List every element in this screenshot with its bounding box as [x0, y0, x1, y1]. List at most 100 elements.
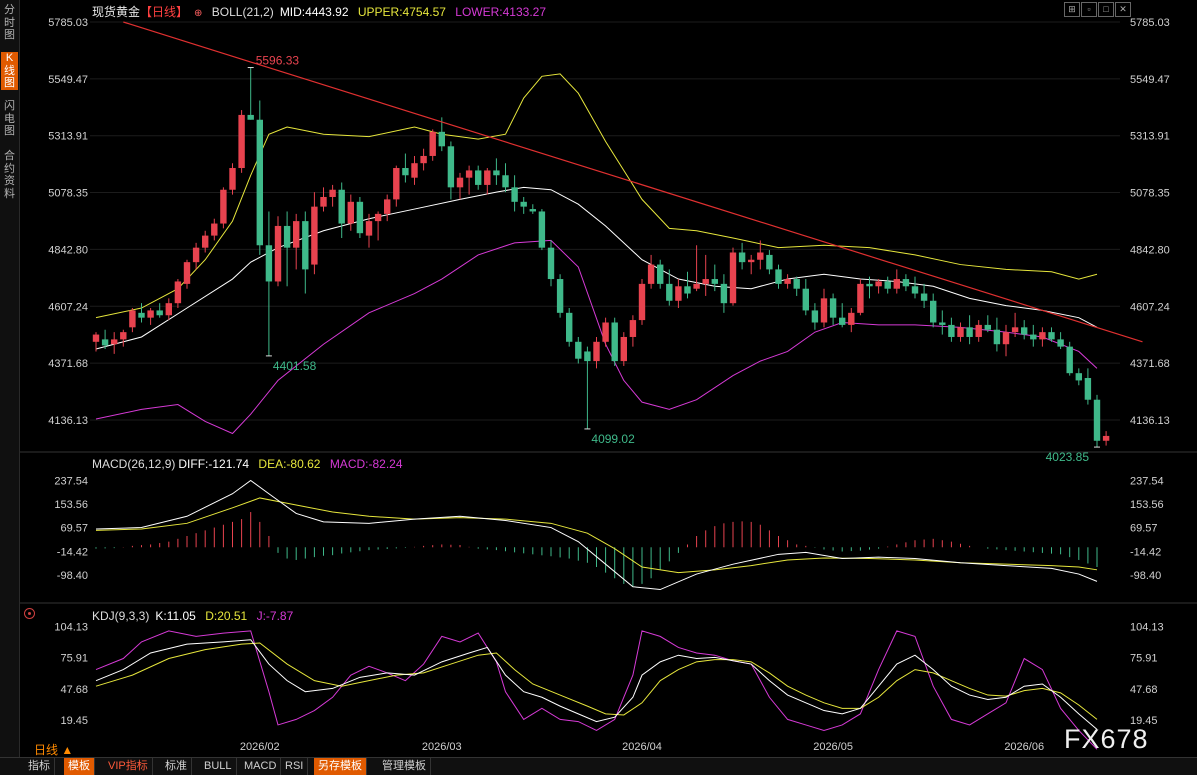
- price-y-tick-label-right: 5078.35: [1130, 188, 1170, 200]
- macd-y-tick-label-right: 237.54: [1130, 475, 1164, 487]
- macd-dea: DEA:-80.62: [258, 457, 321, 471]
- candle-body: [930, 300, 937, 323]
- sidebar-item-flash-chart[interactable]: 闪电图: [4, 100, 15, 137]
- toolbar-indicator[interactable]: 指标: [24, 758, 55, 775]
- candle-body: [1102, 435, 1110, 441]
- boll-label[interactable]: BOLL(21,2): [211, 5, 274, 19]
- price-y-tick-label-right: 5313.91: [1130, 131, 1170, 143]
- candle-body: [374, 213, 382, 222]
- candle-body: [966, 327, 973, 337]
- sidebar-item-contract-info[interactable]: 合约资料: [4, 150, 15, 200]
- toolbar-macd[interactable]: MACD: [240, 758, 282, 775]
- kdj-y-tick-label-right: 19.45: [1130, 715, 1158, 727]
- target-icon[interactable]: [24, 608, 35, 619]
- candle-body: [1011, 327, 1019, 333]
- candle-body: [811, 310, 819, 323]
- x-tick-label: 2026/03: [422, 741, 462, 753]
- candle-body: [493, 170, 500, 176]
- x-tick-label: 2026/05: [813, 741, 853, 753]
- candle-body: [920, 293, 928, 301]
- kdj-label[interactable]: KDJ(9,3,3): [92, 609, 150, 623]
- candle-body: [520, 201, 527, 207]
- candle-body: [948, 324, 955, 337]
- candle-body: [229, 168, 236, 190]
- kdj-j-line: [95, 630, 1098, 750]
- candle-body: [711, 279, 718, 284]
- chart-canvas[interactable]: 5785.03 5785.03 5549.47 5549.47 5313.91 5313.…: [0, 0, 1197, 757]
- kdj-k: K:11.05: [155, 609, 196, 623]
- candle-body: [484, 170, 491, 185]
- candle-body: [1048, 332, 1055, 340]
- toolbar-bull[interactable]: BULL: [200, 758, 237, 775]
- sidebar-item-time-chart[interactable]: 分时图: [4, 4, 15, 41]
- candle-body: [529, 209, 536, 212]
- price-y-tick-label: 4371.68: [48, 358, 88, 370]
- kdj-y-tick-label: 19.45: [60, 715, 88, 727]
- kdj-d: D:20.51: [205, 609, 248, 623]
- toolbar-standard[interactable]: 标准: [161, 758, 192, 775]
- candle-body: [884, 281, 891, 289]
- candle-body: [92, 334, 100, 342]
- candle-body: [438, 131, 445, 147]
- price-y-tick-label: 4136.13: [48, 415, 88, 427]
- candle-body: [975, 324, 982, 337]
- candle-body: [138, 312, 145, 318]
- toolbar-vip-indicator[interactable]: VIP指标: [104, 758, 153, 775]
- candle-body: [684, 286, 691, 294]
- candle-body: [629, 320, 637, 337]
- toolbar-manage-template[interactable]: 管理模板: [378, 758, 431, 775]
- close-icon[interactable]: ✕: [1115, 2, 1131, 17]
- kdj-y-tick-label-right: 75.91: [1130, 653, 1158, 665]
- price-high-annotation: 5596.33: [256, 54, 300, 68]
- price-low-annotation: 4023.85: [1046, 450, 1090, 464]
- toolbar-template[interactable]: 模板: [64, 758, 95, 775]
- trend-line: [123, 21, 1143, 343]
- kdj-y-tick-label: 47.68: [60, 684, 88, 696]
- price-y-tick-label: 4607.24: [48, 301, 88, 313]
- price-low-annotation: 4401.58: [273, 359, 317, 373]
- candle-body: [575, 341, 582, 359]
- candle-body: [183, 262, 191, 284]
- price-low-annotation: 4099.02: [591, 432, 635, 446]
- candle-body: [602, 322, 609, 342]
- candle-body: [1075, 373, 1082, 381]
- boll-upper-line: [95, 73, 1098, 319]
- candle-body: [356, 201, 364, 234]
- candle-body: [192, 247, 200, 263]
- sidebar-item-kline[interactable]: K线图: [1, 52, 18, 90]
- candle-body: [384, 199, 391, 214]
- candle-body: [993, 329, 1001, 345]
- macd-y-tick-label-right: -14.42: [1130, 546, 1161, 558]
- toolbar-save-template[interactable]: 另存模板: [314, 758, 367, 775]
- kdj-y-tick-label: 75.91: [60, 653, 88, 665]
- candle-body: [829, 298, 837, 318]
- candle-body: [939, 322, 946, 325]
- price-y-tick-label-right: 4842.80: [1130, 244, 1170, 256]
- candle-body: [547, 247, 555, 280]
- macd-label[interactable]: MACD(26,12,9): [92, 457, 176, 471]
- candle-body: [738, 252, 746, 263]
- candle-body: [156, 310, 163, 316]
- macd-y-tick-label-right: 153.56: [1130, 499, 1164, 511]
- macd-value: MACD:-82.24: [329, 457, 403, 471]
- macd-y-tick-label: 69.57: [60, 523, 88, 535]
- candle-body: [393, 168, 400, 200]
- candle-body: [202, 235, 209, 248]
- minimize-icon[interactable]: ▫: [1081, 2, 1097, 17]
- restore-icon[interactable]: ⊞: [1064, 2, 1080, 17]
- candle-body: [456, 177, 464, 188]
- candle-body: [766, 254, 773, 270]
- price-y-tick-label: 5785.03: [48, 17, 88, 29]
- candle-body: [475, 170, 482, 185]
- candle-body: [111, 339, 118, 345]
- toolbar-rsi[interactable]: RSI: [281, 758, 309, 775]
- candle-body: [666, 283, 673, 301]
- sidebar: 分时图 K线图 闪电图 合约资料: [0, 0, 20, 757]
- candle-body: [256, 119, 263, 246]
- candle-body: [784, 279, 791, 284]
- candle-body: [1030, 334, 1037, 340]
- plus-circle-icon[interactable]: ⊕: [194, 8, 203, 19]
- x-tick-label: 2026/04: [622, 741, 662, 753]
- period-selector[interactable]: 日线 ▲: [34, 743, 74, 757]
- maximize-icon[interactable]: □: [1098, 2, 1114, 17]
